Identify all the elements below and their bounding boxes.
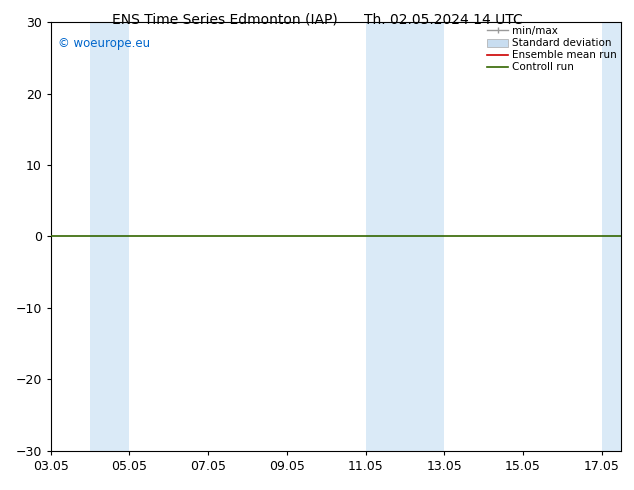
Legend: min/max, Standard deviation, Ensemble mean run, Controll run: min/max, Standard deviation, Ensemble me… (485, 24, 619, 74)
Bar (602, 22, 621, 451)
Text: © woeurope.eu: © woeurope.eu (58, 37, 150, 50)
Bar (366, 22, 405, 451)
Bar (405, 22, 444, 451)
Text: ENS Time Series Edmonton (IAP)      Th. 02.05.2024 14 UTC: ENS Time Series Edmonton (IAP) Th. 02.05… (112, 12, 522, 26)
Bar (90, 22, 129, 451)
